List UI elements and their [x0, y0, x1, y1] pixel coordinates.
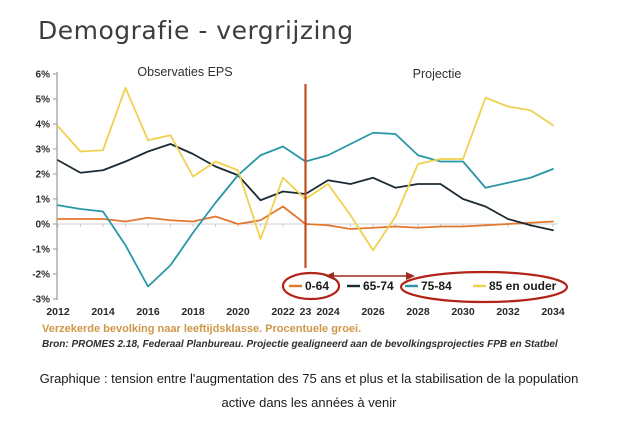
source-note: Bron: PROMES 2.18, Federaal Planbureau. …: [42, 339, 558, 350]
x-axis-label: 2032: [496, 306, 520, 318]
x-axis-label: 2018: [181, 306, 205, 318]
y-axis-tick-label: 4%: [36, 120, 51, 131]
observation-region-label: Observaties EPS: [137, 65, 232, 79]
y-axis-tick-label: -3%: [32, 295, 50, 306]
highlight-ellipse-75-plus: [399, 270, 569, 304]
page-title: Demografie - vergrijzing: [38, 16, 354, 45]
x-axis-label: 2020: [226, 306, 250, 318]
demography-line-chart: 6% 5% 4% 3% 2% 1% 0% -1% -2% -3%2012 2014 2016 2018 2…: [32, 65, 569, 318]
highlight-ellipse-0-64: [281, 271, 341, 301]
x-axis-label: 2022: [271, 306, 295, 318]
y-axis-tick-label: -2%: [32, 270, 50, 281]
x-axis-label: 2026: [361, 306, 385, 318]
arrow-head-left: [325, 272, 334, 280]
figure-caption-text: Graphique : tension entre l'augmentation…: [39, 371, 579, 411]
legend-label-75-84: 75-84: [421, 279, 452, 293]
x-axis-label: 2012: [46, 306, 70, 318]
legend-label-0-64: 0-64: [305, 279, 329, 293]
y-axis-tick-label: 1%: [36, 195, 51, 206]
legend-label-85-en-ouder: 85 en ouder: [489, 279, 557, 293]
y-axis-tick-label: 6%: [36, 70, 51, 81]
x-axis-label: 2028: [406, 306, 430, 318]
arrow-head-right: [406, 272, 415, 280]
y-axis-tick-label: 5%: [36, 95, 51, 106]
y-axis-tick-label: 2%: [36, 170, 51, 181]
y-axis-tick-label: -1%: [32, 245, 50, 256]
x-axis-label: 2030: [451, 306, 475, 318]
y-axis-tick-label: 0%: [36, 220, 51, 231]
x-axis-label: 23: [300, 306, 312, 318]
legend-label-65-74: 65-74: [363, 279, 394, 293]
x-axis-label: 2016: [136, 306, 160, 318]
y-axis-tick-label: 3%: [36, 145, 51, 156]
projection-region-label: Projectie: [413, 67, 462, 81]
chart-subtitle: Verzekerde bevolking naar leeftijdsklass…: [42, 323, 362, 335]
figure-caption: Graphique : tension entre l'augmentation…: [0, 367, 618, 415]
x-axis-label: 2014: [91, 306, 115, 318]
x-axis-label: 2024: [316, 306, 340, 318]
x-axis-label: 2034: [541, 306, 565, 318]
